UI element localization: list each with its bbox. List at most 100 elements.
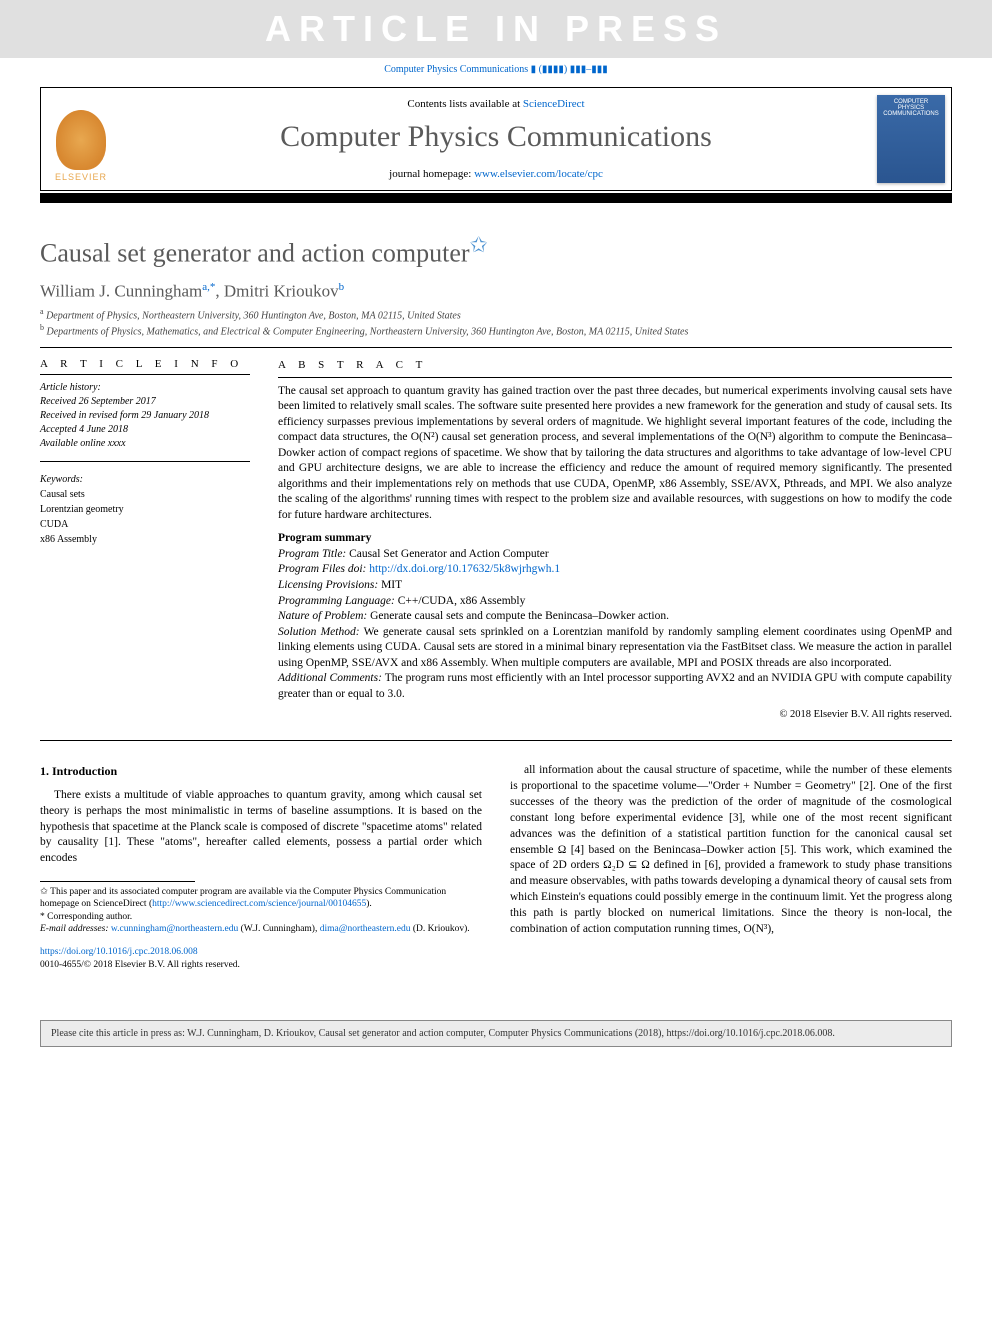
doi-link[interactable]: https://doi.org/10.1016/j.cpc.2018.06.00…: [40, 947, 198, 957]
k: Program Title:: [278, 548, 346, 560]
summary-row-lang: Programming Language: C++/CUDA, x86 Asse…: [278, 594, 952, 610]
v: MIT: [378, 579, 402, 591]
header-center: Contents lists available at ScienceDirec…: [121, 88, 871, 190]
online-date: Available online xxxx: [40, 437, 250, 451]
journal-cover: COMPUTER PHYSICS COMMUNICATIONS: [871, 88, 951, 190]
section-num: 1.: [40, 764, 49, 778]
elsevier-tree-icon: [56, 110, 106, 170]
v: Causal Set Generator and Action Computer: [346, 548, 548, 560]
aff-b-text: Departments of Physics, Mathematics, and…: [47, 326, 689, 337]
title-star-icon: ✩: [470, 233, 488, 257]
copyright-line: © 2018 Elsevier B.V. All rights reserved…: [278, 708, 952, 722]
fn-star-post: ).: [366, 899, 372, 909]
keyword-item: Causal sets: [40, 487, 250, 502]
email-2-link[interactable]: dima@northeastern.edu: [320, 924, 411, 934]
revised-date: Received in revised form 29 January 2018: [40, 409, 250, 423]
history-label: Article history:: [40, 381, 250, 395]
summary-row-nature: Nature of Problem: Generate causal sets …: [278, 609, 952, 625]
footnotes: ✩ This paper and its associated computer…: [40, 886, 482, 935]
author-2-sup: b: [339, 281, 345, 293]
k: Solution Method:: [278, 626, 360, 638]
author-2: Dmitri Krioukov: [224, 281, 339, 300]
article-info-column: A R T I C L E I N F O Article history: R…: [40, 358, 250, 722]
article-info-label: A R T I C L E I N F O: [40, 358, 250, 375]
v: We generate causal sets sprinkled on a L…: [278, 626, 952, 669]
homepage-link[interactable]: www.elsevier.com/locate/cpc: [474, 168, 603, 180]
footnote-divider: [40, 881, 195, 882]
authors-line: William J. Cunninghama,*, Dmitri Kriouko…: [40, 281, 952, 302]
fn-star-link[interactable]: http://www.sciencedirect.com/science/jou…: [152, 899, 366, 909]
email-1-who: (W.J. Cunningham),: [238, 924, 319, 934]
email-2-who: (D. Krioukov).: [411, 924, 470, 934]
article-title: Causal set generator and action computer…: [40, 233, 952, 269]
footnote-corresponding: * Corresponding author.: [40, 911, 482, 923]
v: C++/CUDA, x86 Assembly: [395, 595, 526, 607]
k: Nature of Problem:: [278, 610, 367, 622]
summary-row-solution: Solution Method: We generate causal sets…: [278, 625, 952, 672]
keywords-block: Keywords: Causal sets Lorentzian geometr…: [40, 472, 250, 547]
cover-thumbnail: COMPUTER PHYSICS COMMUNICATIONS: [877, 95, 945, 183]
keyword-item: Lorentzian geometry: [40, 502, 250, 517]
homepage-prefix: journal homepage:: [389, 168, 474, 180]
abstract-text: The causal set approach to quantum gravi…: [278, 384, 952, 524]
abstract-column: A B S T R A C T The causal set approach …: [278, 358, 952, 722]
affiliations: a Department of Physics, Northeastern Un…: [40, 307, 952, 339]
k: Programming Language:: [278, 595, 395, 607]
author-1: William J. Cunningham: [40, 281, 202, 300]
elsevier-logo: ELSEVIER: [41, 88, 121, 190]
aff-b-sup: b: [40, 323, 44, 332]
aff-a-text: Department of Physics, Northeastern Univ…: [46, 311, 461, 322]
affiliation-b: b Departments of Physics, Mathematics, a…: [40, 323, 952, 339]
black-divider-bar: [40, 193, 952, 203]
v: Generate causal sets and compute the Ben…: [367, 610, 669, 622]
sciencedirect-link[interactable]: ScienceDirect: [523, 98, 585, 110]
footnote-emails: E-mail addresses: w.cunningham@northeast…: [40, 923, 482, 935]
accepted-date: Accepted 4 June 2018: [40, 423, 250, 437]
divider-full: [40, 740, 952, 741]
section-title: Introduction: [49, 764, 117, 778]
k: Additional Comments:: [278, 672, 382, 684]
homepage-line: journal homepage: www.elsevier.com/locat…: [121, 168, 871, 180]
body-column-right: all information about the causal structu…: [510, 763, 952, 971]
program-summary: Program summary Program Title: Causal Se…: [278, 531, 952, 702]
summary-row-additional: Additional Comments: The program runs mo…: [278, 671, 952, 702]
aff-a-sup: a: [40, 307, 44, 316]
journal-header: ELSEVIER Contents lists available at Sci…: [40, 87, 952, 191]
keyword-item: CUDA: [40, 517, 250, 532]
body-column-left: 1. Introduction There exists a multitude…: [40, 763, 482, 971]
body-columns: 1. Introduction There exists a multitude…: [40, 763, 952, 971]
email-1-link[interactable]: w.cunningham@northeastern.edu: [111, 924, 238, 934]
watermark-banner: ARTICLE IN PRESS: [0, 0, 992, 58]
email-label: E-mail addresses:: [40, 924, 111, 934]
affiliation-a: a Department of Physics, Northeastern Un…: [40, 307, 952, 323]
keywords-label: Keywords:: [40, 472, 250, 487]
contents-prefix: Contents lists available at: [407, 98, 522, 110]
summary-row-license: Licensing Provisions: MIT: [278, 578, 952, 594]
section-heading-intro: 1. Introduction: [40, 763, 482, 780]
journal-cite-top: Computer Physics Communications ▮ (▮▮▮▮)…: [40, 64, 952, 75]
divider: [40, 347, 952, 348]
summary-row-title: Program Title: Causal Set Generator and …: [278, 547, 952, 563]
received-date: Received 26 September 2017: [40, 395, 250, 409]
title-text: Causal set generator and action computer: [40, 239, 470, 268]
keyword-item: x86 Assembly: [40, 532, 250, 547]
k: Program Files doi:: [278, 563, 366, 575]
author-sep: ,: [215, 281, 224, 300]
article-history: Article history: Received 26 September 2…: [40, 381, 250, 462]
page-wrapper: Computer Physics Communications ▮ (▮▮▮▮)…: [0, 64, 992, 992]
issn-copyright: 0010-4655/© 2018 Elsevier B.V. All right…: [40, 959, 482, 972]
info-abstract-row: A R T I C L E I N F O Article history: R…: [40, 358, 952, 722]
program-summary-head: Program summary: [278, 531, 952, 547]
intro-paragraph-2: all information about the causal structu…: [510, 763, 952, 937]
author-1-sup: a,*: [202, 281, 215, 293]
k: Licensing Provisions:: [278, 579, 378, 591]
footnote-star: ✩ This paper and its associated computer…: [40, 886, 482, 911]
files-doi-link[interactable]: http://dx.doi.org/10.17632/5k8wjrhgwh.1: [366, 563, 560, 575]
abstract-label: A B S T R A C T: [278, 358, 952, 378]
journal-name: Computer Physics Communications: [121, 120, 871, 154]
intro-paragraph-1: There exists a multitude of viable appro…: [40, 788, 482, 867]
cite-footer-box: Please cite this article in press as: W.…: [40, 1020, 952, 1047]
contents-line: Contents lists available at ScienceDirec…: [121, 98, 871, 110]
doi-block: https://doi.org/10.1016/j.cpc.2018.06.00…: [40, 946, 482, 972]
summary-row-files: Program Files doi: http://dx.doi.org/10.…: [278, 562, 952, 578]
